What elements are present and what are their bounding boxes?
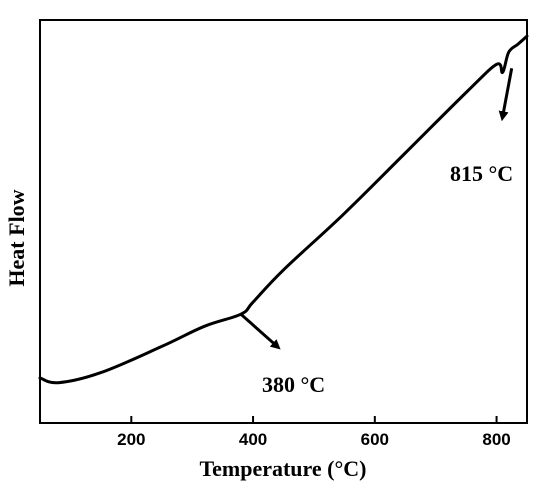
x-tick-label: 800 <box>482 430 510 449</box>
x-tick-label: 400 <box>239 430 267 449</box>
x-tick-label: 600 <box>361 430 389 449</box>
annotation-label-815: 815 °C <box>450 161 513 186</box>
x-axis-title: Temperature (°C) <box>199 456 366 481</box>
x-axis-ticks: 200 400 600 800 <box>117 416 511 449</box>
plot-frame <box>39 19 528 424</box>
annotation-arrow-815 <box>498 68 514 122</box>
heat-flow-curve <box>38 34 529 385</box>
y-axis-title: Heat Flow <box>4 189 29 286</box>
annotation-arrow-380 <box>239 313 281 350</box>
annotation-label-380: 380 °C <box>262 372 325 397</box>
x-tick-label: 200 <box>117 430 145 449</box>
